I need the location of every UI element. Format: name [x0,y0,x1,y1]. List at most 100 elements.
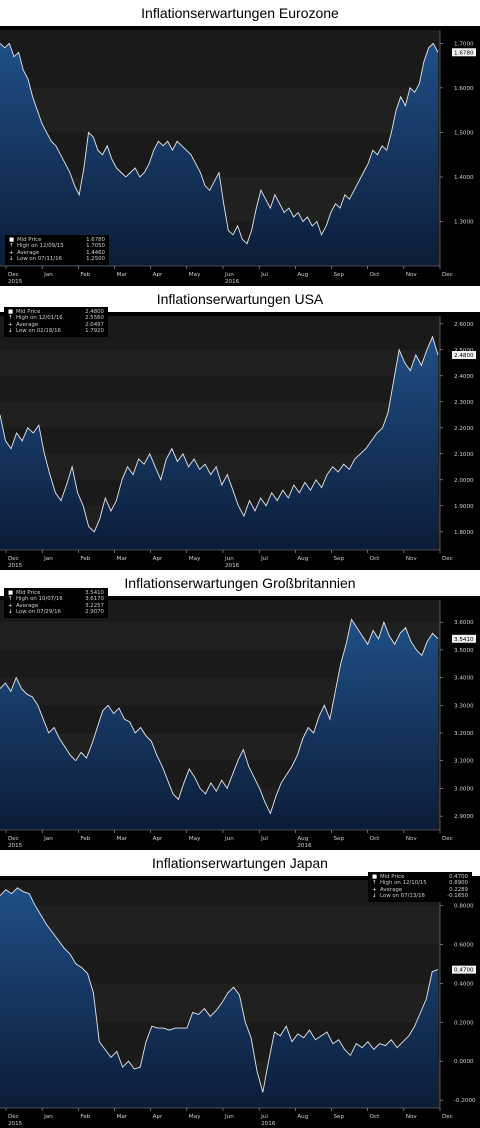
y-tick-label: 3.1000 [454,759,474,765]
series-line [0,42,439,245]
series-area [0,887,438,1108]
x-tick-label: Feb [80,272,90,278]
x-tick-label: Nov [406,272,418,278]
x-tick-label: Oct [370,272,380,278]
x-tick-label: Jun [224,556,234,562]
chart-title: Inflationserwartungen USA [156,291,324,307]
y-tick-label: 0.6000 [454,942,474,948]
legend-entry: ■ Mid Price 1.6780 [9,237,105,243]
legend-symbol: + [9,249,14,256]
x-year-label: 2016 [225,279,240,285]
legend-label: Mid Price [16,590,41,596]
x-tick-label: Dec [8,272,19,278]
x-year-label: 2015 [8,1121,23,1127]
legend-symbol: ↓ [8,328,13,335]
x-tick-label: Jul [260,836,268,842]
x-tick-label: Dec [442,836,453,842]
x-tick-label: May [189,1114,201,1120]
legend-value: 0.2289 [449,886,468,893]
x-tick-label: Oct [370,836,380,842]
chart-plot: 2.6000 2.5000 2.4000 2.3000 2.2000 2.1000 2.00… [0,312,480,570]
legend-symbol: ↑ [372,880,377,887]
y-tick-label: 2.5000 [454,348,474,354]
y-tick-label: 2.2000 [454,426,474,432]
legend-label: Mid Price [380,874,405,880]
x-tick-label: Feb [80,1114,90,1120]
series-line [0,887,439,1093]
legend-label: Average [16,321,39,328]
x-tick-label: Jan [43,272,53,278]
legend-symbol: ↑ [8,596,13,603]
x-tick-label: Sep [334,272,345,278]
x-tick-label: Sep [334,1114,345,1120]
x-tick-label: Mar [117,556,128,562]
legend-entry: ↑ High on 12/01/16 2.5560 [8,315,104,321]
legend-label: Average [17,249,40,256]
legend-value: 2.4800 [85,309,104,315]
legend-value: 1.4460 [86,249,105,256]
chart-plot: 3.6000 3.5000 3.4000 3.3000 3.2000 3.1000 3.00… [0,596,480,850]
x-year-label: 2016 [225,563,240,569]
legend-symbol: ↓ [372,893,377,900]
series-area [0,43,438,267]
legend-symbol: ■ [9,237,15,243]
legend-label: Mid Price [17,237,42,243]
x-tick-label: Mar [117,1114,128,1120]
x-tick-label: Jul [260,272,268,278]
y-tick-label: 1.6000 [454,86,474,92]
legend-value: 3.6170 [85,596,104,603]
last-value-label: 1.6780 [454,50,474,56]
legend-value: 1.7920 [85,328,104,335]
x-tick-label: Aug [297,272,308,278]
chart-legend: ■ Mid Price 0.4700 ↑ High on 12/10/15 0.8900 +… [368,872,472,902]
last-value-box [452,351,476,359]
x-tick-label: Mar [117,272,128,278]
y-tick-label: 3.6000 [454,620,474,626]
x-tick-label: Aug [297,836,308,842]
chart-panel-japan: Inflationserwartungen Japan 0.8000 0.6000… [0,850,480,1128]
legend-label: High on 12/01/16 [16,315,63,322]
last-value-box [452,634,476,643]
x-year-label: 2016 [297,843,312,849]
grid-band [0,905,440,945]
legend-entry: ↓ Low on 07/11/16 1.2500 [9,256,105,262]
legend-label: High on 10/07/16 [16,596,63,603]
y-tick-label: 2.6000 [454,322,474,328]
x-year-label: 2015 [8,563,23,569]
legend-symbol: ↑ [8,315,13,322]
x-tick-label: Dec [8,836,19,842]
x-tick-label: Oct [370,1114,380,1120]
y-tick-label: 3.4000 [454,676,474,682]
legend-symbol: ↑ [9,243,14,250]
legend-label: Low on 07/11/16 [17,256,62,263]
x-tick-label: Oct [370,556,380,562]
x-tick-label: Dec [442,556,453,562]
chart-legend: ■ Mid Price 2.4800 ↑ High on 12/01/16 2.5560 +… [4,307,108,337]
x-tick-label: Apr [153,1114,163,1120]
grid-band [0,87,440,133]
legend-value: 2.9070 [85,609,104,616]
last-value-label: 2.4800 [454,353,474,359]
chart-panel-usa: Inflationserwartungen USA 2.6000 2.5000 2.… [0,286,480,570]
x-year-label: 2016 [261,1121,276,1127]
legend-value: 3.5410 [85,590,104,596]
x-tick-label: Nov [406,1114,418,1120]
y-tick-label: 0.4000 [454,981,474,987]
x-tick-label: May [189,836,201,842]
legend-symbol: ■ [8,590,14,596]
x-tick-label: Sep [334,556,345,562]
legend-value: 2.0497 [85,321,104,328]
legend-label: Average [16,602,39,609]
x-tick-label: Apr [153,272,163,278]
x-tick-label: May [189,272,201,278]
x-tick-label: Dec [442,272,453,278]
x-tick-label: Apr [153,556,163,562]
x-tick-label: Jul [260,556,268,562]
legend-entry: ↓ Low on 02/18/16 1.7920 [8,328,104,334]
chart-title: Inflationserwartungen Japan [152,855,328,871]
y-tick-label: 2.9000 [454,814,474,820]
x-tick-label: Jun [224,1114,234,1120]
y-tick-label: 0.0000 [454,1059,474,1065]
legend-entry: ↑ High on 12/09/15 1.7050 [9,243,105,249]
y-tick-label: 1.5000 [454,130,474,136]
